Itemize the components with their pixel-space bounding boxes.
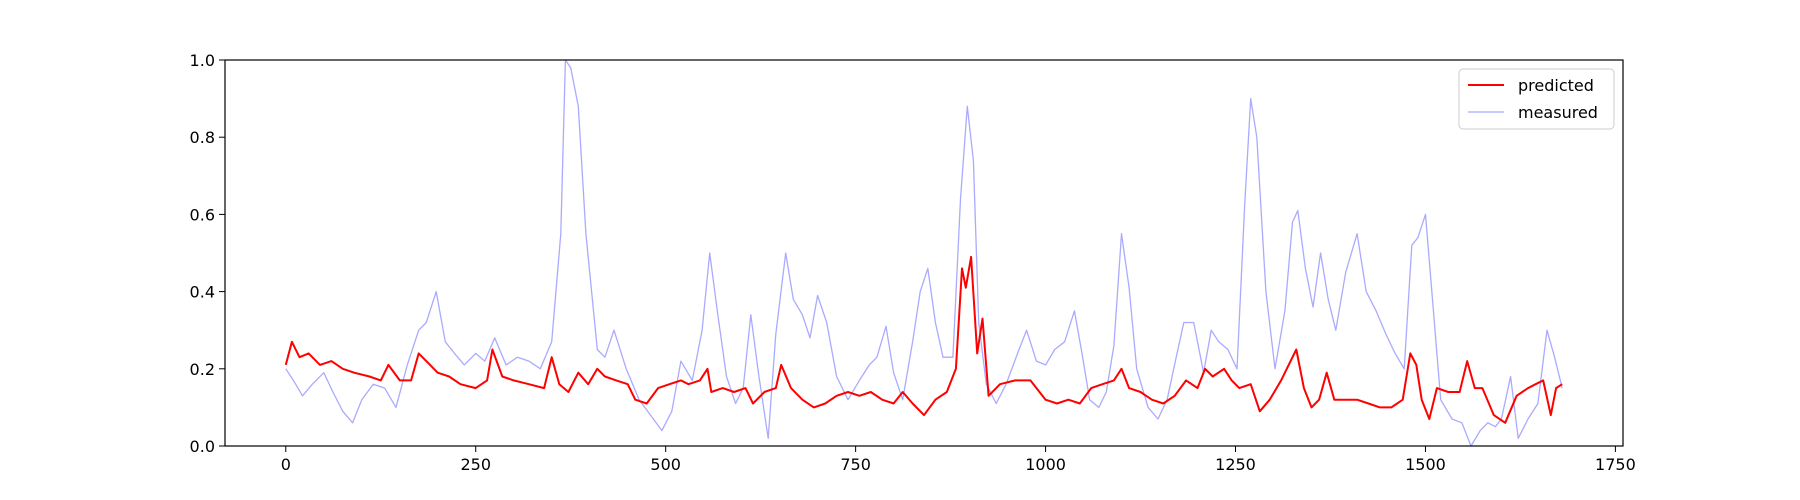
legend-label-predicted: predicted (1518, 76, 1594, 95)
legend: predicted measured (1458, 68, 1615, 130)
x-tick-label: 750 (840, 455, 871, 474)
series-line-predicted (284, 255, 1563, 424)
y-tick-label: 0.6 (190, 205, 215, 224)
x-axis: 0 250 500 750 1000 1250 1500 1750 (281, 446, 1636, 474)
legend-label-measured: measured (1518, 103, 1598, 122)
y-tick-label: 0.2 (190, 360, 215, 379)
x-tick-label: 250 (460, 455, 491, 474)
y-axis: 0.0 0.2 0.4 0.6 0.8 1.0 (190, 51, 225, 456)
y-tick-label: 0.4 (190, 283, 215, 302)
plot-area-frame (224, 59, 1624, 447)
y-tick-label: 0.8 (190, 128, 215, 147)
x-tick-label: 1000 (1025, 455, 1066, 474)
y-tick-label: 0.0 (190, 437, 215, 456)
x-tick-label: 1250 (1215, 455, 1256, 474)
x-tick-label: 0 (281, 455, 291, 474)
x-tick-label: 1500 (1405, 455, 1446, 474)
x-tick-label: 500 (650, 455, 681, 474)
series-line-measured (285, 59, 1563, 447)
x-tick-label: 1750 (1595, 455, 1636, 474)
y-tick-label: 1.0 (190, 51, 215, 70)
series-layer (284, 59, 1563, 447)
